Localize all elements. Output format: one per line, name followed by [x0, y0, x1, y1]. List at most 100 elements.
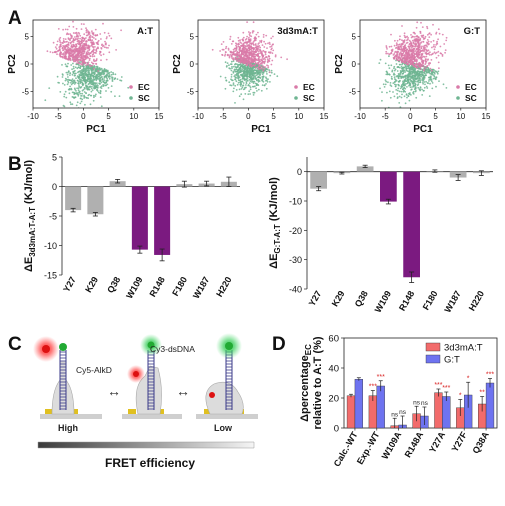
ec-point [66, 49, 69, 52]
significance-label: *** [486, 372, 494, 379]
ec-point [271, 52, 274, 55]
ec-point [398, 38, 401, 41]
ec-point [230, 43, 233, 45]
sc-point [394, 85, 397, 88]
sc-point [404, 90, 407, 93]
sc-point [245, 82, 248, 85]
sc-point [80, 65, 82, 68]
ec-point [64, 51, 67, 54]
sc-point [67, 88, 70, 91]
ec-point [227, 47, 230, 50]
sc-point [232, 82, 235, 85]
ec-point [400, 47, 403, 50]
ec-point [396, 51, 399, 54]
sc-point [66, 73, 69, 76]
sc-point [422, 82, 424, 85]
y-label-main: Δpercentage [299, 355, 311, 422]
sc-point [400, 71, 402, 74]
ec-point [70, 45, 73, 48]
ec-point [87, 44, 90, 47]
sc-point [244, 65, 247, 67]
ec-point [108, 34, 111, 37]
sc-point [246, 77, 249, 80]
ec-point [396, 56, 399, 58]
ec-point [64, 47, 67, 49]
plot-title: 3d3mA:T [277, 26, 318, 37]
y-tick-label: 60 [328, 334, 339, 345]
ec-point [420, 47, 423, 50]
sc-point [236, 77, 238, 79]
sc-point [99, 96, 102, 98]
ec-point [393, 55, 396, 58]
sc-point [400, 77, 403, 79]
sc-point [77, 66, 80, 69]
ec-point [435, 56, 438, 59]
sc-point [418, 79, 420, 81]
x-axis-label: PC1 [413, 124, 433, 135]
dna-state-mid [122, 334, 182, 419]
ec-point [107, 32, 110, 35]
ec-point [73, 50, 76, 53]
sc-point [408, 99, 411, 102]
sc-point [245, 73, 248, 75]
sc-point [266, 73, 268, 75]
ec-point [434, 46, 437, 48]
ec-point [426, 65, 429, 67]
ec-point [397, 47, 399, 50]
x-tick-label: 10 [294, 112, 303, 121]
sc-point [269, 74, 272, 77]
ec-point [231, 57, 234, 59]
sc-point [257, 76, 260, 79]
sc-point [77, 89, 80, 92]
sc-point [228, 67, 231, 69]
sc-point [67, 71, 69, 74]
ec-point [59, 45, 62, 47]
sc-point [261, 76, 264, 78]
ec-point [95, 63, 98, 65]
ec-point [423, 50, 425, 53]
ec-point [96, 34, 99, 37]
ec-point [232, 48, 235, 51]
sc-point [419, 89, 422, 91]
ec-point [418, 54, 421, 56]
sc-point [92, 74, 95, 77]
ec-point [244, 45, 247, 48]
dna-state-low [196, 333, 258, 419]
ec-point [71, 56, 74, 59]
ec-point [425, 49, 428, 51]
sc-point [390, 77, 393, 80]
sc-point [229, 84, 232, 87]
sc-point [69, 74, 71, 76]
ec-point [63, 41, 66, 43]
x-tick-label: Y27F [450, 430, 470, 454]
sc-point [429, 76, 431, 79]
ec-point [75, 45, 78, 48]
sc-point [267, 78, 269, 81]
ec-point [79, 48, 82, 50]
sc-point [390, 75, 393, 78]
sc-point [65, 71, 68, 74]
sc-point [388, 90, 391, 93]
sc-point [379, 87, 381, 90]
sc-point [70, 83, 73, 86]
sc-point [93, 65, 96, 67]
ec-point [242, 31, 245, 34]
ec-point [444, 49, 447, 51]
sc-point [237, 69, 240, 72]
ec-point [390, 45, 393, 48]
significance-label: ** [479, 390, 485, 397]
sc-point [87, 69, 89, 72]
ec-point [441, 55, 444, 57]
ec-point [418, 64, 420, 67]
ec-point [247, 57, 250, 59]
sc-point [249, 80, 252, 83]
ec-point [100, 54, 102, 57]
sc-point [241, 64, 243, 66]
ec-point [418, 42, 420, 44]
sc-point [67, 70, 70, 73]
sc-point [127, 86, 130, 89]
ec-point [72, 26, 75, 28]
sc-point [255, 87, 257, 90]
sc-point [405, 69, 408, 72]
sc-point [92, 76, 95, 79]
